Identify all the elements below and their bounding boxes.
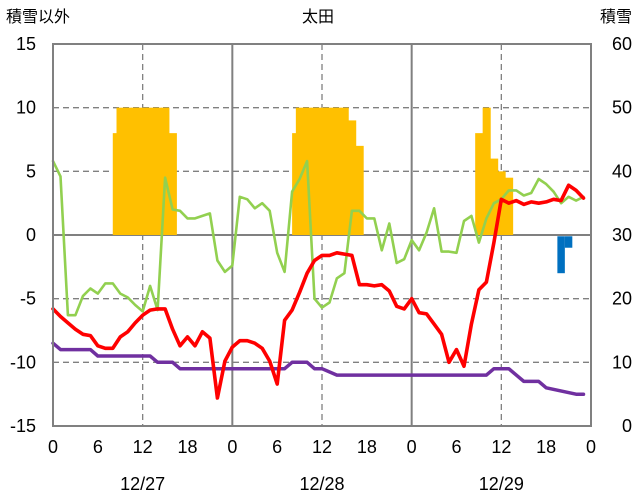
x-tick-label: 0 — [227, 437, 237, 457]
left-tick-label: 10 — [16, 98, 36, 118]
snow-depth-bar — [475, 133, 484, 235]
snow-depth-bar — [318, 107, 327, 235]
left-tick-label: -15 — [10, 416, 36, 436]
right-axis-ticks: 60 50 40 30 20 10 0 — [612, 34, 632, 436]
snow-depth-bar — [348, 120, 357, 235]
snow-depth-bar — [355, 145, 364, 235]
right-tick-label: 10 — [612, 352, 632, 372]
x-tick-label: 12 — [133, 437, 153, 457]
x-tick-label: 12 — [312, 437, 332, 457]
right-tick-label: 20 — [612, 289, 632, 309]
x-tick-label: 12 — [491, 437, 511, 457]
left-axis-label: 積雪以外 — [6, 7, 70, 26]
x-axis-ticks: 0 6 12 18 0 6 12 18 0 6 12 18 0 — [48, 437, 596, 457]
left-tick-label: 0 — [26, 225, 36, 245]
date-label: 12/28 — [299, 474, 344, 494]
snow-depth-bar — [138, 107, 148, 235]
left-tick-label: -5 — [20, 289, 36, 309]
snow-depth-bar — [505, 177, 514, 235]
snow-depth-bar — [116, 107, 125, 235]
x-tick-label: 0 — [48, 437, 58, 457]
right-tick-label: 0 — [622, 416, 632, 436]
right-tick-label: 40 — [612, 161, 632, 181]
right-axis-label: 積雪 — [600, 7, 632, 26]
snow-depth-bar — [295, 107, 304, 235]
right-tick-label: 30 — [612, 225, 632, 245]
snow-depth-bar — [146, 107, 155, 235]
series-lines — [51, 159, 586, 400]
snow-depth-bar — [123, 107, 133, 235]
snow-depth-bar — [482, 107, 491, 235]
precipitation-bar — [557, 236, 565, 274]
plot-frame — [52, 43, 592, 427]
date-labels: 12/27 12/28 12/29 — [120, 474, 524, 494]
left-tick-label: 5 — [26, 161, 36, 181]
x-tick-label: 0 — [407, 437, 417, 457]
x-tick-label: 18 — [357, 437, 377, 457]
snow-depth-bar — [168, 133, 177, 235]
snow-depth-bar — [333, 107, 342, 235]
green-series-line — [51, 159, 585, 317]
chart-title: 太田 — [302, 7, 334, 26]
snow-depth-bar — [490, 158, 499, 235]
snow-depth-bar — [131, 107, 140, 235]
right-tick-label: 50 — [612, 98, 632, 118]
temperature-line — [51, 183, 586, 400]
x-tick-label: 18 — [177, 437, 197, 457]
snow-depth-bar — [340, 107, 349, 235]
snow-depth-bar — [325, 107, 334, 235]
precipitation-bar — [564, 236, 573, 248]
snow-depth-bar — [161, 107, 170, 235]
precipitation-bars — [557, 236, 573, 274]
snow-depth-bar — [310, 107, 319, 235]
snow-depth-bar — [153, 107, 162, 235]
date-label: 12/27 — [120, 474, 165, 494]
date-label: 12/29 — [479, 474, 524, 494]
x-tick-label: 6 — [272, 437, 282, 457]
right-tick-label: 60 — [612, 34, 632, 54]
purple-series-line — [51, 341, 586, 396]
x-tick-label: 6 — [451, 437, 461, 457]
x-tick-label: 18 — [536, 437, 556, 457]
left-axis-ticks: 15 10 5 0 -5 -10 -15 — [10, 34, 36, 436]
x-tick-label: 0 — [586, 437, 596, 457]
left-tick-label: 15 — [16, 34, 36, 54]
x-tick-label: 6 — [93, 437, 103, 457]
left-tick-label: -10 — [10, 352, 36, 372]
